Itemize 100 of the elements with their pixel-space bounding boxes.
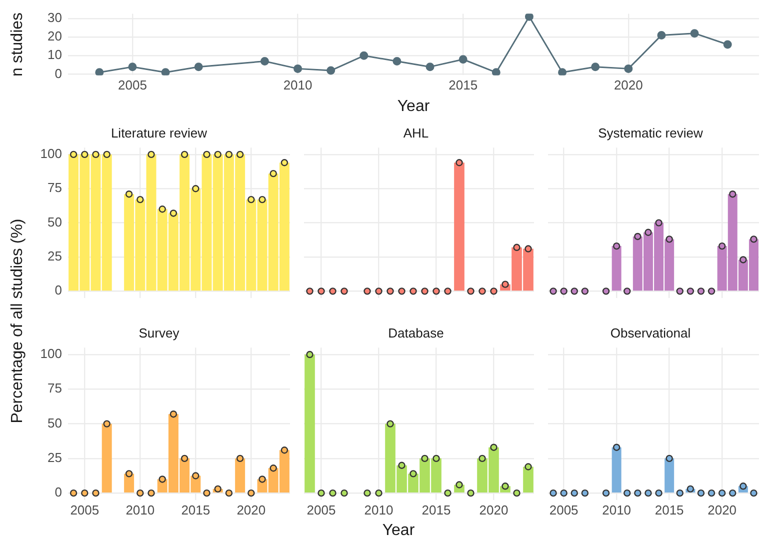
y-tick-label: 20 bbox=[48, 28, 62, 44]
point bbox=[340, 489, 348, 497]
point bbox=[513, 489, 520, 497]
point bbox=[180, 454, 188, 462]
point bbox=[458, 55, 468, 64]
point bbox=[655, 219, 662, 226]
point bbox=[329, 288, 336, 295]
point bbox=[426, 62, 434, 72]
point bbox=[750, 489, 758, 497]
point bbox=[364, 288, 371, 295]
point bbox=[708, 489, 716, 497]
x-tick-label: 2010 bbox=[126, 502, 155, 518]
x-tick-label: 2005 bbox=[549, 502, 578, 518]
y-tick-label: 30 bbox=[48, 10, 62, 26]
chart-title: Literature review bbox=[110, 125, 208, 140]
point bbox=[248, 196, 255, 204]
point bbox=[70, 150, 78, 158]
point bbox=[740, 482, 747, 490]
point bbox=[612, 444, 620, 451]
point bbox=[456, 159, 463, 166]
point bbox=[581, 489, 589, 497]
point bbox=[444, 489, 452, 497]
point bbox=[666, 454, 673, 462]
y-tick-label: 75 bbox=[48, 380, 62, 396]
point bbox=[602, 489, 610, 497]
point bbox=[364, 489, 371, 497]
y-axis-title: n studies bbox=[9, 12, 26, 77]
point bbox=[306, 288, 314, 295]
point bbox=[490, 288, 498, 295]
point bbox=[524, 14, 534, 21]
point bbox=[360, 51, 368, 60]
point bbox=[214, 150, 222, 158]
y-tick-label: 0 bbox=[54, 484, 62, 500]
point bbox=[306, 350, 314, 358]
point bbox=[214, 485, 222, 493]
point bbox=[708, 288, 716, 295]
point bbox=[634, 232, 642, 240]
point bbox=[136, 489, 144, 497]
y-tick-label: 75 bbox=[48, 180, 62, 196]
chart-title: Observational bbox=[610, 325, 691, 340]
point bbox=[750, 236, 758, 243]
point bbox=[676, 288, 684, 295]
y-tick-label: 10 bbox=[48, 47, 62, 62]
point bbox=[318, 288, 325, 295]
point bbox=[148, 150, 155, 158]
point bbox=[236, 150, 244, 158]
point bbox=[318, 489, 325, 497]
point bbox=[203, 150, 210, 158]
point bbox=[524, 245, 532, 252]
point bbox=[624, 288, 631, 295]
y-tick-label: 50 bbox=[48, 415, 62, 430]
point bbox=[386, 288, 394, 295]
point bbox=[136, 196, 144, 204]
point bbox=[158, 476, 166, 483]
x-axis-title: Year bbox=[381, 522, 416, 540]
point bbox=[718, 242, 726, 250]
point bbox=[612, 242, 620, 250]
point bbox=[478, 288, 486, 295]
chart-title: Systematic review bbox=[598, 125, 704, 140]
point bbox=[570, 489, 578, 497]
y-axis-title: Percentage of all studies (%) bbox=[9, 218, 27, 426]
point bbox=[248, 489, 255, 497]
point bbox=[718, 489, 726, 497]
x-tick-label: 2005 bbox=[306, 502, 336, 518]
point bbox=[410, 288, 417, 295]
point bbox=[125, 470, 133, 478]
x-tick-label: 2015 bbox=[181, 502, 210, 518]
point bbox=[192, 185, 200, 192]
chart-title: Survey bbox=[138, 325, 180, 340]
point bbox=[260, 56, 269, 66]
point bbox=[697, 288, 705, 295]
x-tick-label: 2015 bbox=[448, 78, 478, 93]
point bbox=[225, 150, 233, 158]
point bbox=[676, 489, 684, 497]
point bbox=[270, 464, 277, 472]
point bbox=[432, 288, 440, 295]
point bbox=[410, 470, 417, 478]
point bbox=[161, 68, 170, 76]
point bbox=[398, 462, 406, 469]
point bbox=[392, 56, 402, 66]
chart-title: AHL bbox=[403, 125, 429, 140]
y-tick-label: 0 bbox=[54, 282, 62, 298]
point bbox=[180, 150, 188, 158]
point bbox=[444, 288, 452, 295]
point bbox=[294, 64, 302, 73]
point bbox=[148, 489, 155, 497]
point bbox=[170, 410, 178, 418]
y-tick-label: 100 bbox=[40, 346, 62, 362]
point bbox=[524, 463, 532, 470]
point bbox=[326, 66, 336, 75]
point bbox=[128, 62, 137, 72]
chart-title: Database bbox=[388, 325, 444, 340]
point bbox=[624, 64, 633, 73]
point bbox=[170, 210, 178, 217]
x-tick-label: 2010 bbox=[283, 78, 312, 93]
x-tick-label: 2015 bbox=[422, 502, 451, 518]
point bbox=[697, 489, 705, 497]
point bbox=[125, 190, 133, 198]
point bbox=[467, 288, 474, 295]
point bbox=[502, 482, 509, 490]
